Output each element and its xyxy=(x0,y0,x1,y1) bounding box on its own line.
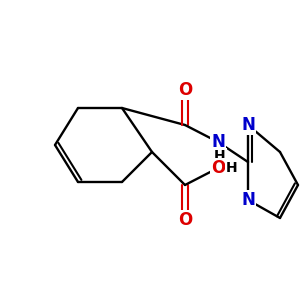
Text: N: N xyxy=(241,116,255,134)
Text: O: O xyxy=(211,159,225,177)
Text: H: H xyxy=(226,161,238,175)
Text: O: O xyxy=(178,81,192,99)
Text: O: O xyxy=(178,211,192,229)
Text: N: N xyxy=(241,191,255,209)
Text: N: N xyxy=(211,133,225,151)
Text: H: H xyxy=(214,149,226,163)
